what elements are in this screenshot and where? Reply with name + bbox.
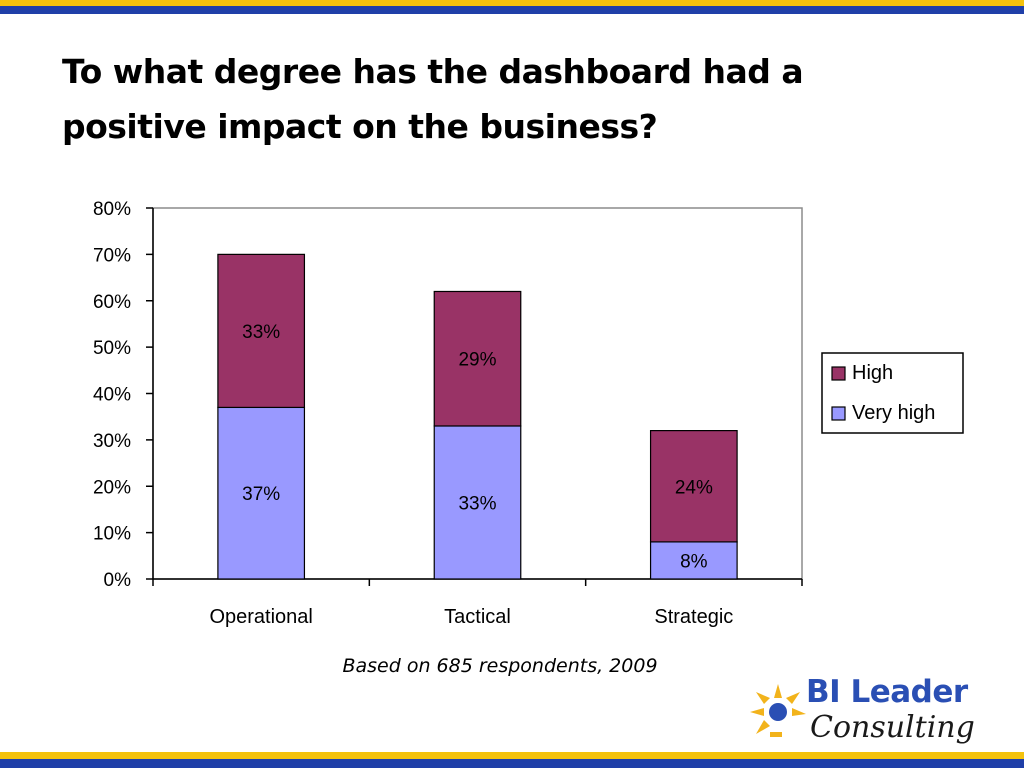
- slide-title-line-1: To what degree has the dashboard had a: [62, 52, 804, 91]
- legend-label: Very high: [852, 402, 935, 424]
- bottom-band-blue: [0, 759, 1024, 768]
- bar-data-label: 33%: [458, 493, 496, 514]
- bar-segment-very-high: [649, 541, 738, 580]
- legend-swatch-very-high: [831, 406, 846, 421]
- sun-burst-icon: [750, 684, 806, 737]
- bar-data-label: 37%: [242, 484, 280, 505]
- top-band-blue: [0, 6, 1024, 14]
- company-logo: BI Leader Consulting: [748, 674, 1008, 752]
- bar-segment-high: [433, 290, 522, 427]
- y-tick-label: 80%: [93, 199, 131, 220]
- stacked-bar-chart: 0% 10% 20% 30% 40% 50% 60% 70% 80% Operational Tac…: [93, 199, 964, 628]
- slide-title: To what degree has the dashboard had a p…: [62, 44, 922, 154]
- top-band: [0, 0, 1024, 14]
- legend-swatch-high: [831, 366, 846, 381]
- footnote: Based on 685 respondents, 2009: [342, 655, 658, 677]
- bar-data-label: 8%: [680, 551, 708, 572]
- sun-underline: [770, 732, 782, 737]
- sun-core: [769, 703, 787, 721]
- slide-title-line-2: positive impact on the business?: [62, 107, 658, 146]
- sun-ray: [786, 692, 800, 704]
- logo-name: BI Leader: [806, 674, 968, 710]
- y-tick-label: 60%: [93, 292, 131, 313]
- y-tick-label: 40%: [93, 385, 131, 406]
- bar-segment-high: [217, 253, 306, 409]
- bar-segment-very-high: [433, 425, 522, 580]
- bar-data-label: 29%: [458, 350, 496, 371]
- bottom-band: [0, 752, 1024, 768]
- sun-ray: [774, 684, 782, 698]
- bottom-band-yellow: [0, 752, 1024, 759]
- sun-ray: [756, 692, 770, 704]
- y-tick-label: 20%: [93, 477, 131, 498]
- bar-segment-high: [649, 430, 738, 543]
- y-tick-label: 0%: [104, 570, 132, 591]
- y-tick-label: 70%: [93, 245, 131, 266]
- y-tick-label: 10%: [93, 524, 131, 545]
- logo-subtitle: Consulting: [810, 710, 975, 745]
- bar-data-label: 33%: [242, 322, 280, 343]
- y-tick-label: 50%: [93, 338, 131, 359]
- x-category-label: Operational: [209, 606, 312, 628]
- x-category-label: Strategic: [654, 606, 733, 628]
- sun-ray: [750, 708, 764, 716]
- bar-data-label: 24%: [675, 477, 713, 498]
- sun-ray: [756, 720, 770, 734]
- bar-segment-very-high: [217, 406, 306, 580]
- top-band-yellow: [0, 0, 1024, 6]
- y-tick-label: 30%: [93, 431, 131, 452]
- sun-ray: [792, 708, 806, 716]
- legend-label: High: [852, 362, 893, 384]
- x-category-label: Tactical: [444, 606, 511, 628]
